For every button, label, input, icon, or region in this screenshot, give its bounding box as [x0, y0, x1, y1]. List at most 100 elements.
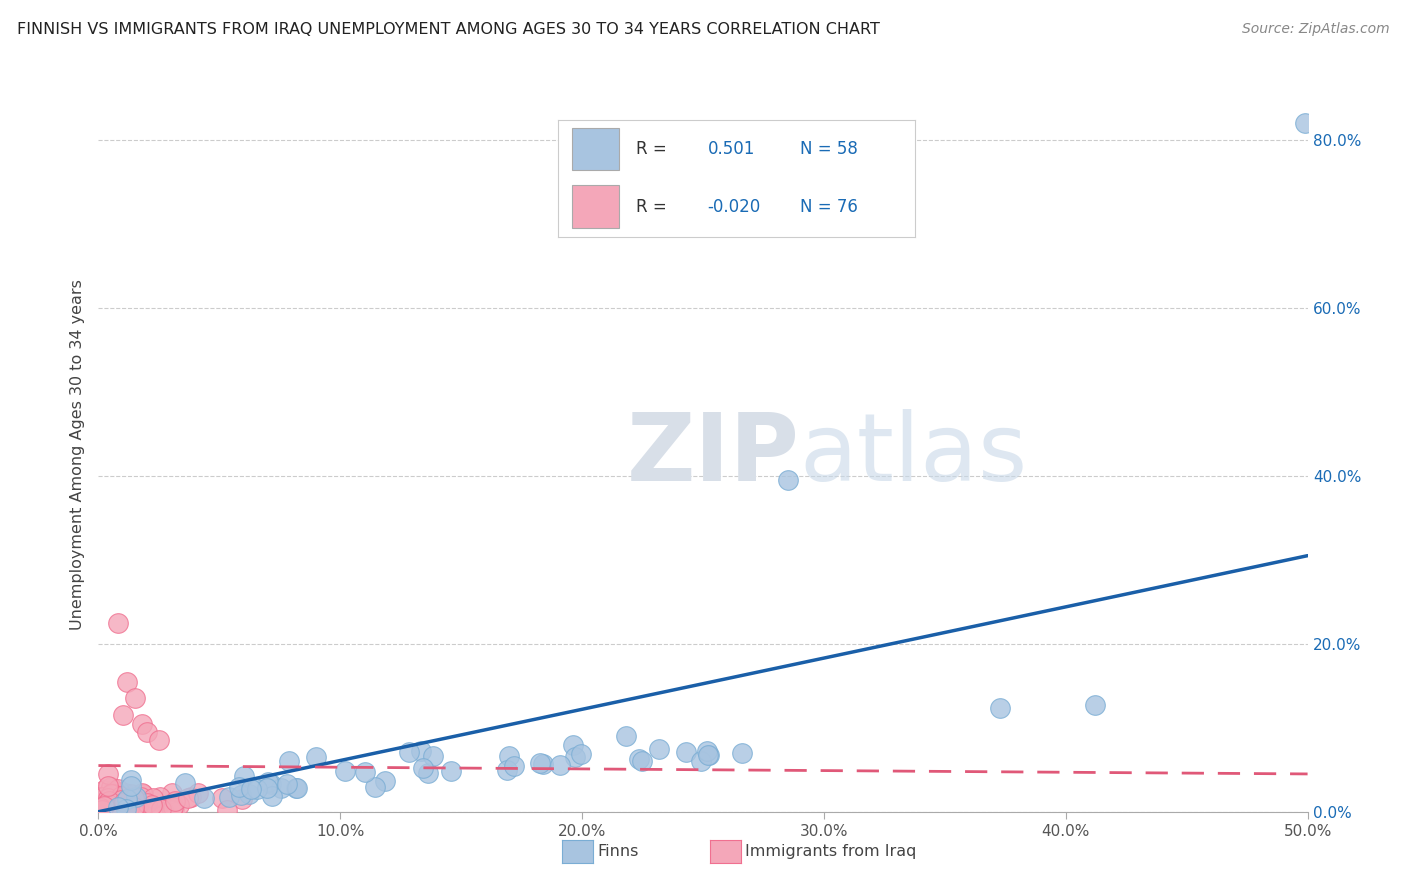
Point	[135, 725, 157, 739]
Point	[276, 777, 298, 791]
Point	[114, 786, 136, 800]
Point	[412, 760, 434, 774]
Point	[142, 791, 165, 805]
Point	[531, 756, 554, 771]
Point	[93, 783, 115, 797]
Point	[256, 780, 278, 795]
Point	[561, 739, 583, 753]
Point	[115, 792, 138, 806]
Point	[160, 803, 183, 817]
Point	[100, 780, 122, 794]
Point	[98, 797, 121, 811]
Point	[256, 775, 278, 789]
Point	[228, 780, 250, 795]
Point	[232, 769, 254, 783]
Point	[104, 802, 127, 816]
Point	[118, 793, 141, 807]
Point	[409, 743, 432, 757]
Y-axis label: Unemployment Among Ages 30 to 34 years: Unemployment Among Ages 30 to 34 years	[70, 279, 86, 631]
Point	[129, 789, 152, 804]
Point	[270, 781, 292, 796]
Point	[648, 742, 671, 756]
Point	[529, 756, 551, 770]
Point	[675, 745, 697, 759]
Point	[177, 791, 200, 805]
Point	[564, 749, 586, 764]
Point	[776, 473, 799, 487]
Point	[218, 790, 240, 805]
Point	[229, 788, 252, 802]
Point	[145, 803, 167, 817]
Point	[105, 792, 128, 806]
Point	[495, 763, 517, 777]
Point	[246, 782, 269, 797]
Point	[690, 754, 713, 768]
Point	[148, 733, 170, 747]
Point	[117, 674, 139, 689]
Point	[731, 746, 754, 760]
Point	[141, 798, 163, 813]
Point	[278, 754, 301, 768]
Point	[697, 747, 720, 762]
Point	[696, 744, 718, 758]
Text: ZIP: ZIP	[627, 409, 800, 501]
Point	[120, 779, 142, 793]
Point	[160, 786, 183, 800]
Point	[124, 691, 146, 706]
Point	[374, 773, 396, 788]
Point	[97, 767, 120, 781]
Point	[193, 791, 215, 805]
Point	[101, 782, 124, 797]
Point	[211, 790, 233, 805]
Point	[174, 776, 197, 790]
Point	[335, 764, 357, 778]
Point	[93, 798, 115, 813]
Point	[416, 765, 439, 780]
Text: Finns: Finns	[598, 845, 638, 859]
Point	[115, 802, 138, 816]
Point	[503, 758, 526, 772]
Point	[548, 758, 571, 772]
Point	[364, 780, 387, 794]
Point	[108, 785, 131, 799]
Text: Immigrants from Iraq: Immigrants from Iraq	[745, 845, 917, 859]
Point	[353, 765, 375, 780]
Point	[285, 780, 308, 795]
Point	[96, 796, 118, 810]
Point	[162, 799, 184, 814]
Point	[631, 754, 654, 768]
Point	[115, 801, 138, 815]
Point	[104, 800, 127, 814]
Point	[135, 797, 157, 811]
Point	[231, 792, 253, 806]
Point	[239, 782, 262, 797]
Point	[110, 793, 132, 807]
Point	[149, 802, 172, 816]
Point	[422, 749, 444, 764]
Point	[94, 791, 117, 805]
Point	[108, 801, 131, 815]
Point	[110, 789, 132, 803]
Text: FINNISH VS IMMIGRANTS FROM IRAQ UNEMPLOYMENT AMONG AGES 30 TO 34 YEARS CORRELATI: FINNISH VS IMMIGRANTS FROM IRAQ UNEMPLOY…	[17, 22, 880, 37]
Point	[117, 803, 139, 817]
Point	[118, 801, 141, 815]
Point	[107, 782, 129, 797]
Point	[98, 797, 121, 811]
Point	[120, 787, 142, 801]
Point	[1294, 116, 1316, 130]
Point	[124, 800, 146, 814]
Point	[167, 798, 190, 813]
Point	[117, 803, 139, 817]
Point	[108, 798, 131, 813]
Point	[187, 786, 209, 800]
Point	[114, 795, 136, 809]
Point	[121, 791, 143, 805]
Point	[285, 781, 308, 796]
Point	[87, 790, 110, 805]
Point	[101, 786, 124, 800]
Point	[105, 796, 128, 810]
Point	[120, 773, 142, 788]
Point	[260, 777, 283, 791]
Point	[440, 764, 463, 779]
Point	[628, 752, 651, 766]
